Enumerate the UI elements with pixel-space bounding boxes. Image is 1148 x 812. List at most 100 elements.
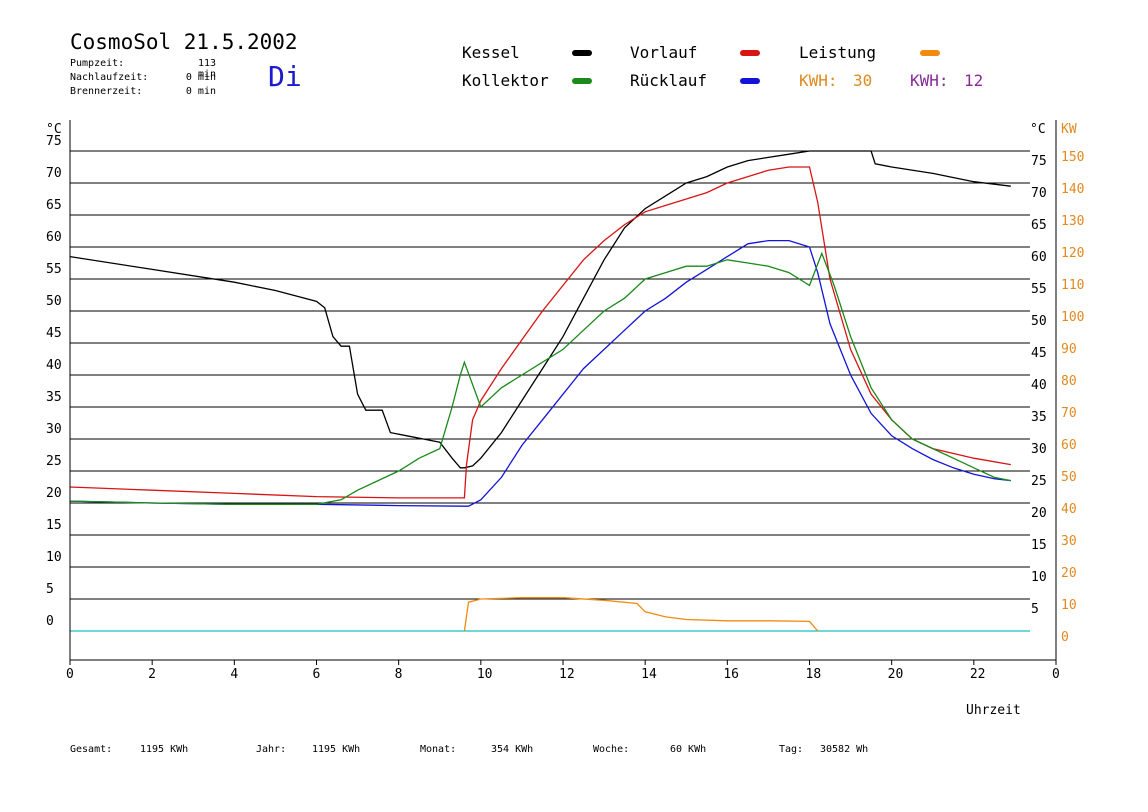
y-tick-left-0: 0 [46, 614, 54, 629]
legend-leistung-swatch [920, 50, 940, 56]
y-tick-right-c-5: 5 [1031, 602, 1039, 617]
series-layer [69, 150, 1011, 632]
legend-ruecklauf-label: Rücklauf [630, 71, 708, 90]
legend-kwh1-label: KWH: [799, 71, 838, 90]
series-line-leistung [463, 597, 819, 632]
legend-vorlauf-swatch [740, 50, 760, 56]
x-tick-label-12: 0 [1052, 667, 1060, 682]
x-tick-label-10: 20 [888, 667, 904, 682]
footer-tag-label: Tag: [779, 744, 804, 755]
y-tick-right-kw-130: 130 [1061, 214, 1084, 229]
chart-title: CosmoSol 21.5.2002 [70, 30, 298, 54]
footer-monat-value: 354 KWh [491, 744, 534, 755]
nachlaufzeit-value: 0 min [185, 72, 216, 83]
y-tick-left-65: 65 [46, 198, 62, 213]
y-tick-left-5: 5 [46, 582, 54, 597]
y-tick-right-c-75: 75 [1031, 154, 1047, 169]
y-tick-right-c-25: 25 [1031, 474, 1047, 489]
axis-layer: 0510152025303540455055606570755101520253… [46, 120, 1084, 682]
brennerzeit-value: 0 min [185, 86, 216, 97]
x-tick-label-7: 14 [641, 667, 657, 682]
y-tick-right-kw-80: 80 [1061, 374, 1077, 389]
y-tick-right-c-20: 20 [1031, 506, 1047, 521]
y-tick-left-35: 35 [46, 390, 62, 405]
footer-jahr-value: 1195 KWh [312, 744, 361, 755]
y-tick-left-70: 70 [46, 166, 62, 181]
y-tick-right-c-30: 30 [1031, 442, 1047, 457]
legend-kessel-swatch [572, 50, 592, 56]
legend-kwh1-value: 30 [853, 71, 873, 90]
y-tick-left-75: 75 [46, 134, 62, 149]
footer-woche-value: 60 KWh [670, 744, 707, 755]
y-tick-right-kw-10: 10 [1061, 598, 1077, 613]
y-tick-right-kw-90: 90 [1061, 342, 1077, 357]
footer-tag-value: 30582 Wh [820, 744, 869, 755]
y-tick-left-20: 20 [46, 486, 62, 501]
x-tick-label-0: 0 [66, 667, 74, 682]
y-tick-right-kw-0: 0 [1061, 630, 1069, 645]
y-tick-right-kw-120: 120 [1061, 246, 1084, 261]
y-tick-left-25: 25 [46, 454, 62, 469]
legend-leistung-label: Leistung [799, 43, 877, 62]
footer-gesamt-label: Gesamt: [70, 744, 113, 755]
y-tick-right-c-70: 70 [1031, 186, 1047, 201]
y-tick-right-c-65: 65 [1031, 218, 1047, 233]
y-tick-right-c-10: 10 [1031, 570, 1047, 585]
y-tick-left-55: 55 [46, 262, 62, 277]
brennerzeit-label: Brennerzeit: [70, 86, 143, 97]
series-line-rcklauf [69, 239, 1011, 507]
legend-ruecklauf-swatch [740, 78, 760, 84]
series-line-kollektor [69, 251, 1011, 505]
y-tick-right-c-55: 55 [1031, 282, 1047, 297]
y-tick-right-kw-110: 110 [1061, 278, 1084, 293]
legend-kessel-label: Kessel [462, 43, 520, 62]
y-tick-right-c-35: 35 [1031, 410, 1047, 425]
x-tick-label-3: 6 [313, 667, 321, 682]
y-tick-right-kw-20: 20 [1061, 566, 1077, 581]
nachlaufzeit-label: Nachlaufzeit: [70, 72, 149, 83]
legend-kwh2-value: 12 [964, 71, 984, 90]
x-tick-label-6: 12 [559, 667, 575, 682]
x-tick-label-8: 16 [723, 667, 739, 682]
y-tick-right-c-50: 50 [1031, 314, 1047, 329]
y-tick-left-10: 10 [46, 550, 62, 565]
y-axis-label-left: °C [46, 122, 62, 137]
y-tick-right-kw-70: 70 [1061, 406, 1077, 421]
y-tick-left-45: 45 [46, 326, 62, 341]
y-axis-label-right-c: °C [1030, 122, 1046, 137]
legend-kwh2-label: KWH: [910, 71, 949, 90]
footer-monat-label: Monat: [420, 744, 457, 755]
y-tick-right-kw-140: 140 [1061, 182, 1084, 197]
x-axis-label: Uhrzeit [966, 703, 1021, 718]
y-tick-right-kw-60: 60 [1061, 438, 1077, 453]
x-tick-label-2: 4 [230, 667, 238, 682]
y-tick-right-kw-50: 50 [1061, 470, 1077, 485]
y-tick-right-kw-40: 40 [1061, 502, 1077, 517]
y-tick-left-15: 15 [46, 518, 62, 533]
legend-kollektor-swatch [572, 78, 592, 84]
y-axis-label-right-kw: KW [1061, 122, 1077, 137]
y-tick-right-kw-100: 100 [1061, 310, 1084, 325]
x-tick-label-9: 18 [806, 667, 822, 682]
y-tick-right-c-40: 40 [1031, 378, 1047, 393]
x-tick-label-1: 2 [148, 667, 156, 682]
y-tick-right-c-45: 45 [1031, 346, 1047, 361]
legend-vorlauf-label: Vorlauf [630, 43, 698, 62]
y-tick-left-30: 30 [46, 422, 62, 437]
y-tick-left-40: 40 [46, 358, 62, 373]
pumpzeit-value: 113 min [197, 58, 216, 80]
y-tick-right-kw-150: 150 [1061, 150, 1084, 165]
y-tick-right-c-60: 60 [1031, 250, 1047, 265]
x-tick-label-4: 8 [395, 667, 403, 682]
footer-jahr-label: Jahr: [256, 744, 287, 755]
legend-kollektor-label: Kollektor [462, 71, 549, 90]
x-tick-label-5: 10 [477, 667, 493, 682]
footer-woche-label: Woche: [593, 744, 630, 755]
y-tick-left-50: 50 [46, 294, 62, 309]
series-line-vorlauf [69, 166, 1011, 499]
pumpzeit-label: Pumpzeit: [70, 58, 125, 69]
y-tick-left-60: 60 [46, 230, 62, 245]
weekday-label: Di [268, 60, 302, 93]
footer-gesamt-value: 1195 KWh [140, 744, 189, 755]
